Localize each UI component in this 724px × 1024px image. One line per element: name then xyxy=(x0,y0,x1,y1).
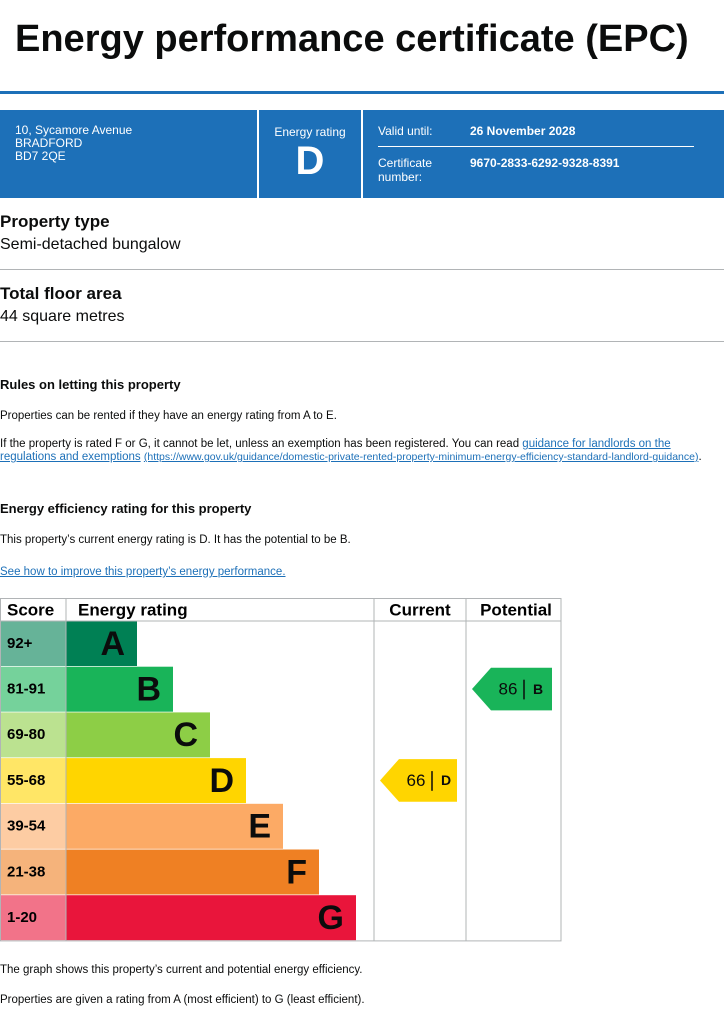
property-label: Total floor area xyxy=(0,284,122,303)
column-header: Current xyxy=(389,600,451,619)
property-value: 44 square metres xyxy=(0,308,125,325)
property-label: Property type xyxy=(0,212,110,231)
rating-label: Energy rating xyxy=(274,125,346,139)
score: 21-38 xyxy=(7,863,45,880)
text: If the property is rated F or G, it cann… xyxy=(0,438,520,450)
certificate-label: Certificate number: xyxy=(378,156,433,184)
address-box: 10, Sycamore Avenue BRADFORD BD7 2QE xyxy=(0,110,257,198)
arrow-letter: B xyxy=(533,681,543,697)
score-cell xyxy=(1,621,66,666)
arrow-letter: D xyxy=(441,772,451,788)
divider xyxy=(0,269,724,270)
text: . xyxy=(698,451,702,463)
title: Energy performance certificate (EPC) xyxy=(15,18,689,60)
band-bar xyxy=(66,895,356,941)
rating-table: Score Energy rating Current Potential 92+ A 81… xyxy=(0,598,562,942)
score: 69-80 xyxy=(7,726,45,743)
valid-date: 26 November 2028 xyxy=(470,124,576,138)
rating: D xyxy=(295,139,325,183)
paragraph: If the property is rated F or G, it cann… xyxy=(0,438,722,464)
score: 55-68 xyxy=(7,772,45,789)
score: 1-20 xyxy=(7,909,37,926)
paragraph: Properties can be rented if they have an… xyxy=(0,410,337,422)
band-bar xyxy=(66,666,173,712)
band-bar xyxy=(66,621,137,666)
paragraph: See how to improve this property’s energ… xyxy=(0,566,722,579)
column-header: Energy rating xyxy=(78,600,188,619)
address: 10, Sycamore Avenue BRADFORD BD7 2QE xyxy=(15,124,132,163)
section-heading: Energy efficiency rating for this proper… xyxy=(0,501,252,516)
band-bar xyxy=(66,712,210,758)
score-cell xyxy=(1,849,66,895)
certificate-number: 9670-2833-6292-9328-8391 xyxy=(470,156,620,170)
rating-arrow xyxy=(472,667,552,711)
divider xyxy=(378,146,694,147)
section-heading: Rules on letting this property xyxy=(0,377,181,392)
table-border xyxy=(0,598,562,942)
band-letter: F xyxy=(286,853,307,891)
score-cell xyxy=(1,712,66,758)
band-letter: B xyxy=(136,671,161,709)
band-bar xyxy=(66,849,319,895)
score-cell xyxy=(1,895,66,941)
property-value: Semi-detached bungalow xyxy=(0,236,181,253)
band-letter: C xyxy=(173,716,198,754)
link[interactable]: See how to improve this property’s energ… xyxy=(0,566,286,578)
arrow-score: 66 xyxy=(407,771,426,790)
score-cell xyxy=(1,758,66,804)
column-header: Score xyxy=(7,600,54,619)
divider xyxy=(0,91,724,94)
valid-label: Valid until: xyxy=(378,124,433,138)
score: 39-54 xyxy=(7,818,46,835)
divider xyxy=(0,341,724,342)
rating-arrow xyxy=(380,759,457,802)
score-cell xyxy=(1,803,66,849)
address-line: BRADFORD xyxy=(15,136,83,150)
column-header: Potential xyxy=(480,600,552,619)
score: 92+ xyxy=(7,635,33,652)
address-line: BD7 2QE xyxy=(15,149,66,163)
band-letter: A xyxy=(100,625,125,663)
arrow-score: 86 xyxy=(499,680,518,699)
band-letter: G xyxy=(318,899,344,937)
band-letter: E xyxy=(248,808,271,846)
score-cell xyxy=(1,666,66,712)
link[interactable]: guidance for landlords on the regulation… xyxy=(0,438,671,463)
paragraph: Properties are given a rating from A (mo… xyxy=(0,994,365,1006)
link-url[interactable]: (https://www.gov.uk/guidance/domestic-pr… xyxy=(143,451,699,463)
band-bar xyxy=(66,803,283,849)
rating-box: Energy rating D xyxy=(259,110,361,198)
certificate-box: Valid until: 26 November 2028 Certificat… xyxy=(363,110,724,198)
paragraph: This property’s current energy rating is… xyxy=(0,534,351,546)
paragraph: The graph shows this property’s current … xyxy=(0,964,363,976)
address-line: 10, Sycamore Avenue xyxy=(15,123,133,137)
band-letter: D xyxy=(209,762,234,800)
band-bar xyxy=(66,758,246,804)
score: 81-91 xyxy=(7,681,45,698)
